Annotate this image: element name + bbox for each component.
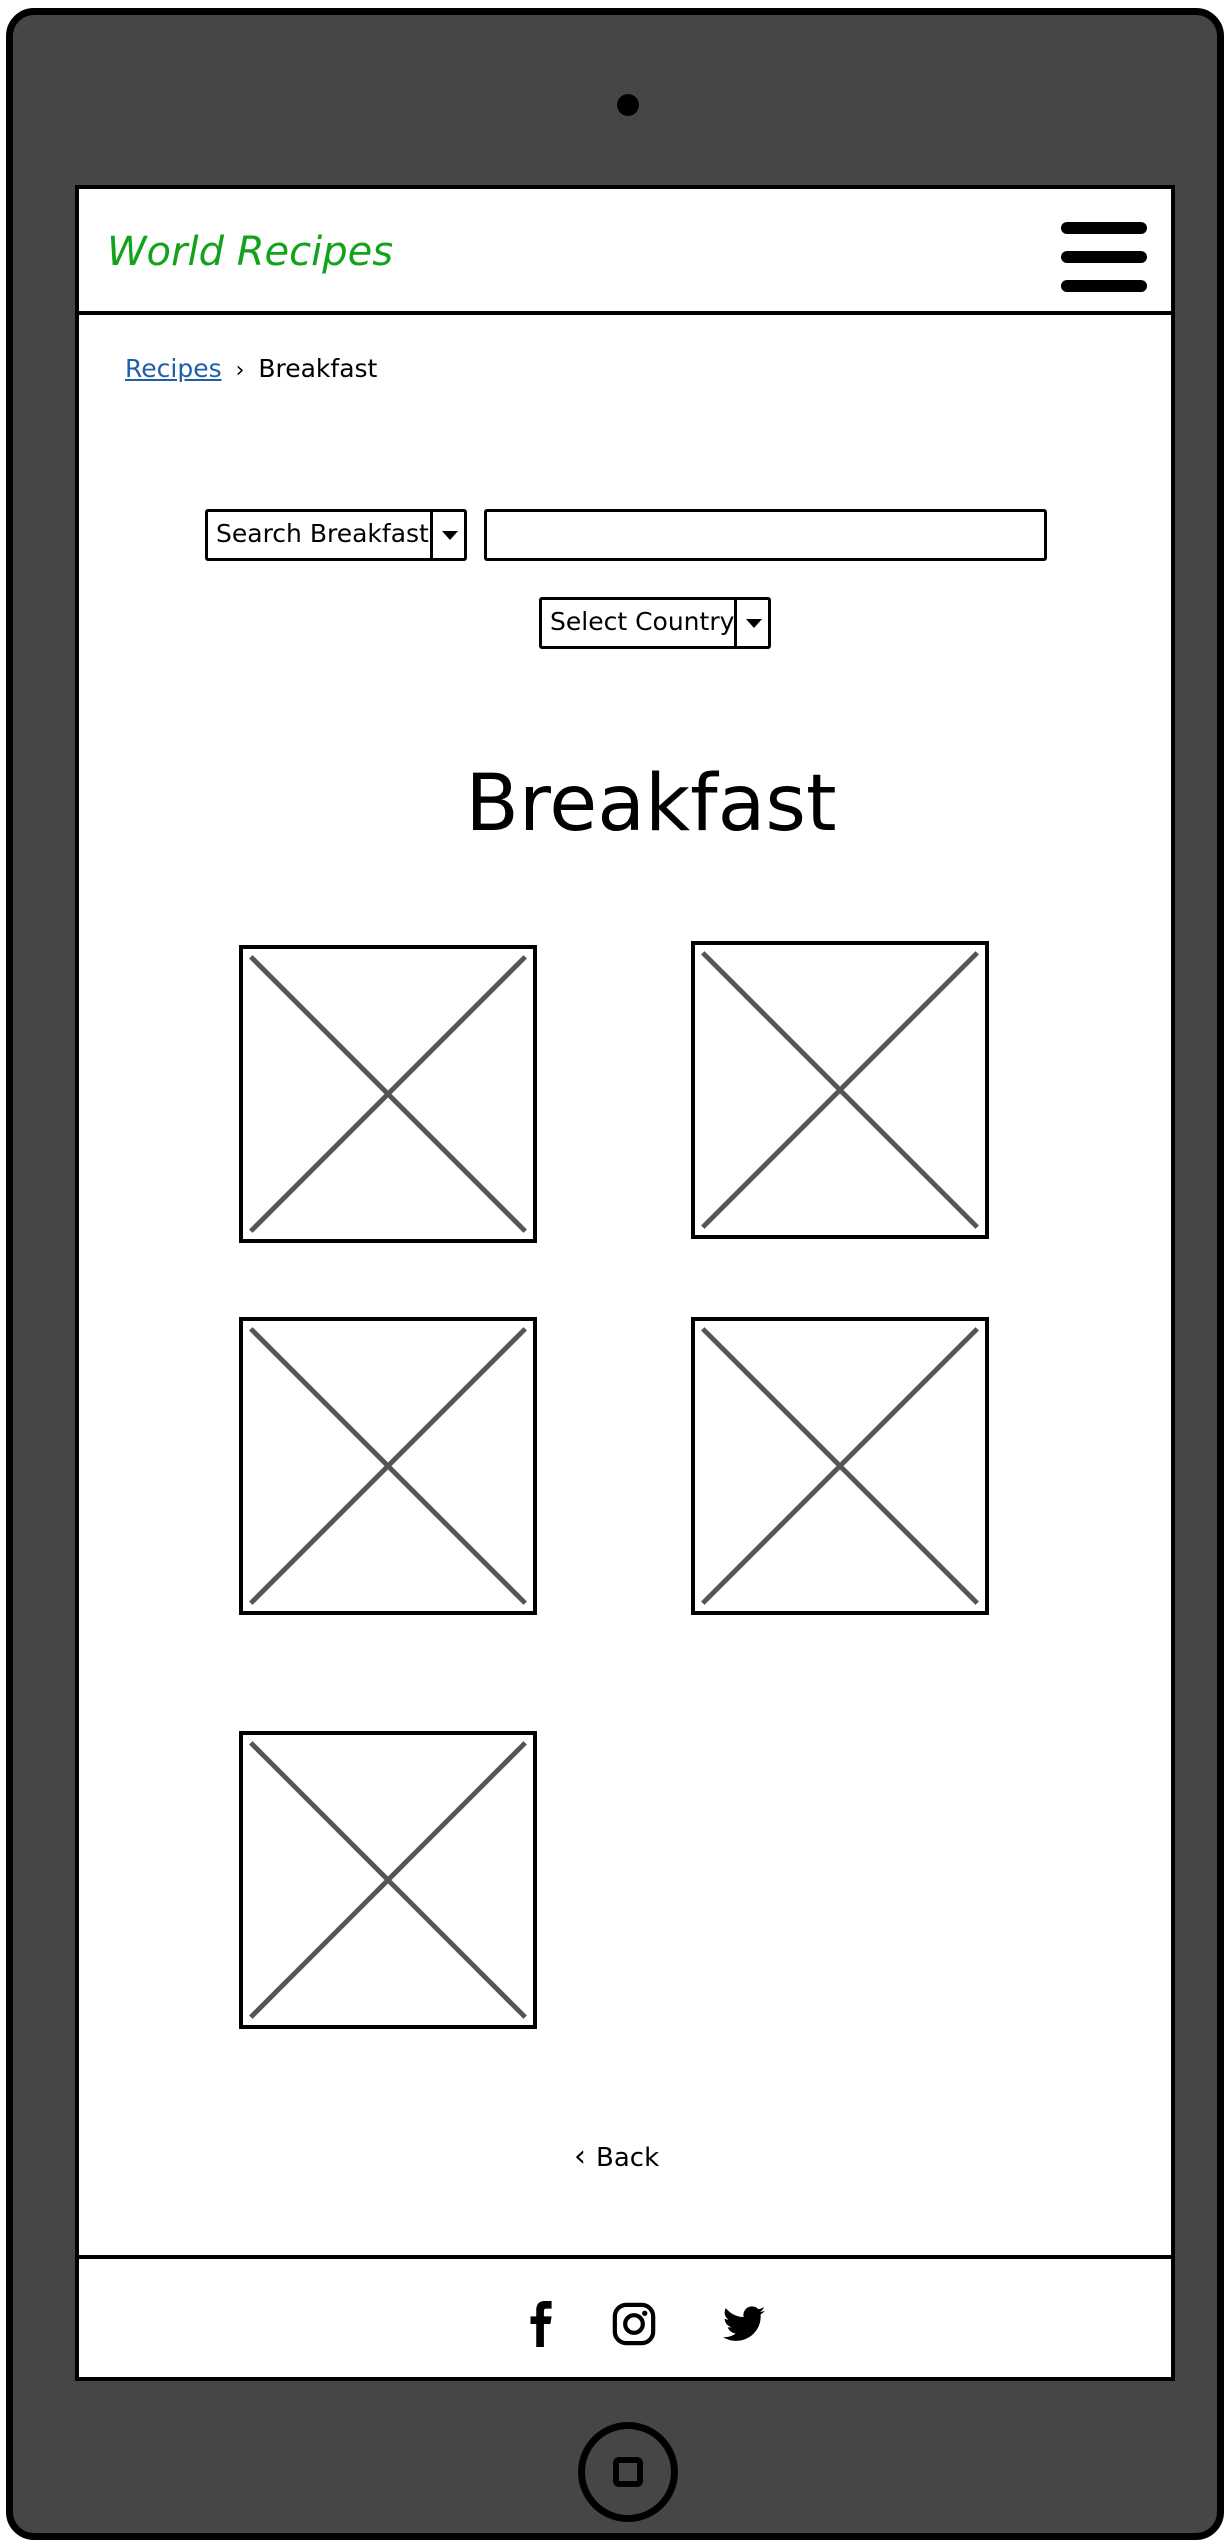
- dropdown-arrow-icon[interactable]: [734, 600, 768, 646]
- site-footer: [79, 2255, 1171, 2381]
- breadcrumb: Recipes › Breakfast: [125, 354, 377, 383]
- recipe-image-placeholder[interactable]: [691, 941, 989, 1239]
- twitter-icon[interactable]: [721, 2301, 767, 2347]
- home-button[interactable]: [578, 2422, 678, 2522]
- chevron-left-icon: ‹: [574, 2139, 586, 2174]
- recipe-image-placeholder[interactable]: [239, 945, 537, 1243]
- country-select-label: Select Country: [550, 607, 735, 636]
- chevron-right-icon: ›: [235, 358, 245, 383]
- recipe-image-placeholder[interactable]: [691, 1317, 989, 1615]
- back-label: Back: [596, 2143, 660, 2173]
- image-placeholder-icon: [249, 955, 527, 1233]
- screen: World Recipes Recipes › Breakfast Search…: [75, 185, 1175, 2381]
- hamburger-menu-icon[interactable]: [1061, 222, 1147, 294]
- back-link[interactable]: ‹ Back: [574, 2139, 659, 2174]
- site-header: World Recipes: [79, 189, 1171, 315]
- search-category-label: Search Breakfast: [216, 519, 429, 548]
- page-title: Breakfast: [465, 759, 837, 849]
- breadcrumb-link-recipes[interactable]: Recipes: [125, 354, 222, 383]
- tablet-frame: World Recipes Recipes › Breakfast Search…: [6, 8, 1224, 2540]
- image-placeholder-icon: [249, 1327, 527, 1605]
- image-placeholder-icon: [701, 951, 979, 1229]
- country-select[interactable]: Select Country: [539, 597, 771, 649]
- home-square-icon: [613, 2457, 643, 2487]
- image-placeholder-icon: [249, 1741, 527, 2019]
- image-placeholder-icon: [701, 1327, 979, 1605]
- instagram-icon[interactable]: [611, 2301, 657, 2347]
- facebook-icon[interactable]: [519, 2301, 565, 2347]
- search-input[interactable]: [484, 509, 1047, 561]
- recipe-image-placeholder[interactable]: [239, 1317, 537, 1615]
- camera-dot: [617, 94, 639, 116]
- breadcrumb-current: Breakfast: [258, 354, 378, 383]
- brand-logo[interactable]: World Recipes: [107, 229, 394, 275]
- dropdown-arrow-icon[interactable]: [430, 512, 464, 558]
- search-category-select[interactable]: Search Breakfast: [205, 509, 467, 561]
- recipe-image-placeholder[interactable]: [239, 1731, 537, 2029]
